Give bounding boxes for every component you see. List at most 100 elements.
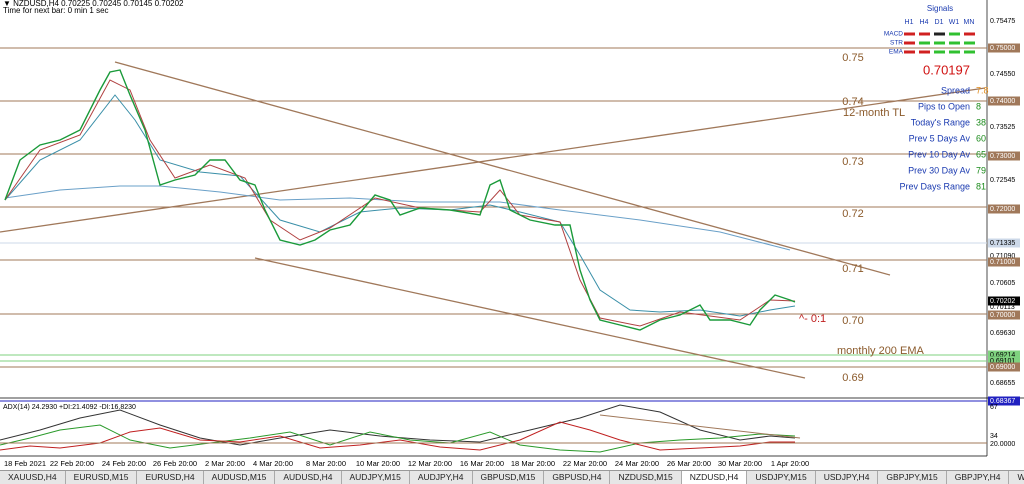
price-label: 0.69000 bbox=[990, 364, 1015, 371]
price-label: 0.69214 bbox=[990, 352, 1015, 359]
signal-cell bbox=[949, 41, 960, 45]
price-tag bbox=[988, 396, 1020, 406]
tab-bar: XAUUSD,H4 EURUSD,M15 EURUSD,H4 AUDUSD,M15 AU… bbox=[0, 470, 1024, 484]
signal-cell bbox=[919, 32, 930, 36]
price-label: 0.71000 bbox=[990, 259, 1015, 266]
stat-value: 60 bbox=[976, 133, 986, 143]
chart-tab[interactable]: AUDJPY,H4 bbox=[410, 471, 473, 484]
signal-cell bbox=[934, 41, 945, 45]
price-label: 0.73525 bbox=[990, 124, 1015, 131]
price-tag bbox=[988, 238, 1020, 248]
chart-tab[interactable]: AUDJPY,M15 bbox=[342, 471, 410, 484]
time-label: 16 Mar 20:00 bbox=[460, 459, 504, 468]
stat-label: Prev 30 Day Av bbox=[908, 165, 970, 175]
price-label: 0.68367 bbox=[990, 398, 1015, 405]
chart-tab[interactable]: GBPUSD,M15 bbox=[473, 471, 545, 484]
time-label: 30 Mar 20:00 bbox=[718, 459, 762, 468]
time-label: 22 Mar 20:00 bbox=[563, 459, 607, 468]
price-tag bbox=[988, 43, 1020, 53]
price-label: 0.72000 bbox=[990, 206, 1015, 213]
signal-cell bbox=[904, 32, 915, 36]
minus-di bbox=[0, 421, 795, 451]
signal-row: STR bbox=[890, 40, 903, 47]
time-label: 22 Feb 20:00 bbox=[50, 459, 94, 468]
level-label: 0.75 bbox=[842, 52, 863, 64]
stat-label: Prev 5 Days Av bbox=[909, 133, 971, 143]
indicator-axis-label: 34 bbox=[990, 433, 998, 440]
price-tag bbox=[988, 257, 1020, 267]
price-tag bbox=[988, 96, 1020, 106]
chart-tab[interactable]: XAUUSD,H4 bbox=[0, 471, 66, 484]
trendline bbox=[0, 87, 986, 233]
level-label: 0.71 bbox=[842, 263, 863, 275]
signal-row: EMA bbox=[889, 49, 904, 56]
chart-tab[interactable]: GBPJPY,M15 bbox=[878, 471, 947, 484]
chart-tab[interactable]: GBPJPY,H4 bbox=[947, 471, 1010, 484]
stat-label: Prev Days Range bbox=[899, 181, 970, 191]
level-label: 0.72 bbox=[842, 208, 863, 220]
signal-column: MN bbox=[964, 19, 975, 26]
signal-cell bbox=[934, 32, 945, 36]
plus-di bbox=[0, 424, 796, 453]
time-label: 12 Mar 20:00 bbox=[408, 459, 452, 468]
price-label: 0.71335 bbox=[990, 240, 1015, 247]
chart-tab[interactable]: NZDUSD,H4 bbox=[681, 471, 748, 484]
time-label: 8 Mar 20:00 bbox=[306, 459, 346, 468]
stat-label: Spread bbox=[941, 85, 970, 95]
price-label: 0.74550 bbox=[990, 71, 1015, 78]
signal-cell bbox=[904, 41, 915, 45]
price-label: 0.72545 bbox=[990, 177, 1015, 184]
chart-tab[interactable]: NZDUSD,M15 bbox=[610, 471, 682, 484]
level-label: 0.70 bbox=[842, 315, 863, 327]
price-tag bbox=[988, 350, 1020, 360]
annotation: ^- 0:1 bbox=[799, 313, 826, 325]
price-label: 0.71090 bbox=[990, 253, 1015, 260]
signal-cell bbox=[964, 41, 975, 45]
price-label: 0.70000 bbox=[990, 312, 1015, 319]
chart-window: ▼ NZDUSD,H4 0.70225 0.70245 0.70145 0.70… bbox=[0, 0, 1024, 468]
level-label: 0.74 bbox=[842, 96, 863, 108]
signal-cell bbox=[934, 50, 945, 54]
signal-cell bbox=[904, 50, 915, 54]
chart-tab[interactable]: USDJPY,M15 bbox=[747, 471, 816, 484]
adx-line bbox=[0, 404, 796, 446]
indicator-axis-label: 67 bbox=[990, 404, 998, 411]
chart-tab[interactable]: GBPUSD,H4 bbox=[544, 471, 611, 484]
chart-tab[interactable]: EURUSD,H4 bbox=[137, 471, 204, 484]
stat-value: 81 bbox=[976, 181, 986, 191]
price-label: 0.74000 bbox=[990, 98, 1015, 105]
time-label: 24 Mar 20:00 bbox=[615, 459, 659, 468]
annotation: 12-month TL bbox=[843, 107, 905, 119]
bar-timer: Time for next bar: 0 min 1 sec bbox=[3, 6, 109, 15]
signal-cell bbox=[949, 50, 960, 54]
signal-column: W1 bbox=[949, 19, 960, 26]
time-label: 18 Mar 20:00 bbox=[511, 459, 555, 468]
signal-column: H4 bbox=[920, 19, 929, 26]
chart-tab[interactable]: WS30,H4 bbox=[1009, 471, 1024, 484]
signal-column: H1 bbox=[905, 19, 914, 26]
stat-label: Pips to Open bbox=[918, 101, 970, 111]
stat-value: 65 bbox=[976, 149, 986, 159]
price-label: 0.68655 bbox=[990, 380, 1015, 387]
stat-value: 79 bbox=[976, 165, 986, 175]
time-label: 2 Mar 20:00 bbox=[205, 459, 245, 468]
stat-value: 8 bbox=[976, 101, 981, 111]
chart-tab[interactable]: AUDUSD,M15 bbox=[204, 471, 276, 484]
stat-value: 7.8 bbox=[976, 85, 989, 95]
indicator-axis-label: 20.0000 bbox=[990, 441, 1015, 448]
chart-tab[interactable]: AUDUSD,H4 bbox=[275, 471, 342, 484]
chart-tab[interactable]: EURUSD,M15 bbox=[66, 471, 138, 484]
current-price: 0.70197 bbox=[923, 62, 970, 77]
signal-cell bbox=[964, 32, 975, 36]
time-label: 26 Mar 20:00 bbox=[667, 459, 711, 468]
price-tag bbox=[988, 151, 1020, 161]
level-label: 0.73 bbox=[842, 156, 863, 168]
slow-ma bbox=[4, 185, 791, 251]
price-label: 0.73000 bbox=[990, 153, 1015, 160]
stat-label: Prev 10 Day Av bbox=[908, 149, 970, 159]
stat-label: Today's Range bbox=[911, 117, 970, 127]
chart-tab[interactable]: USDJPY,H4 bbox=[816, 471, 879, 484]
price-label: 0.70113 bbox=[990, 304, 1015, 311]
signal-cell bbox=[949, 32, 960, 36]
